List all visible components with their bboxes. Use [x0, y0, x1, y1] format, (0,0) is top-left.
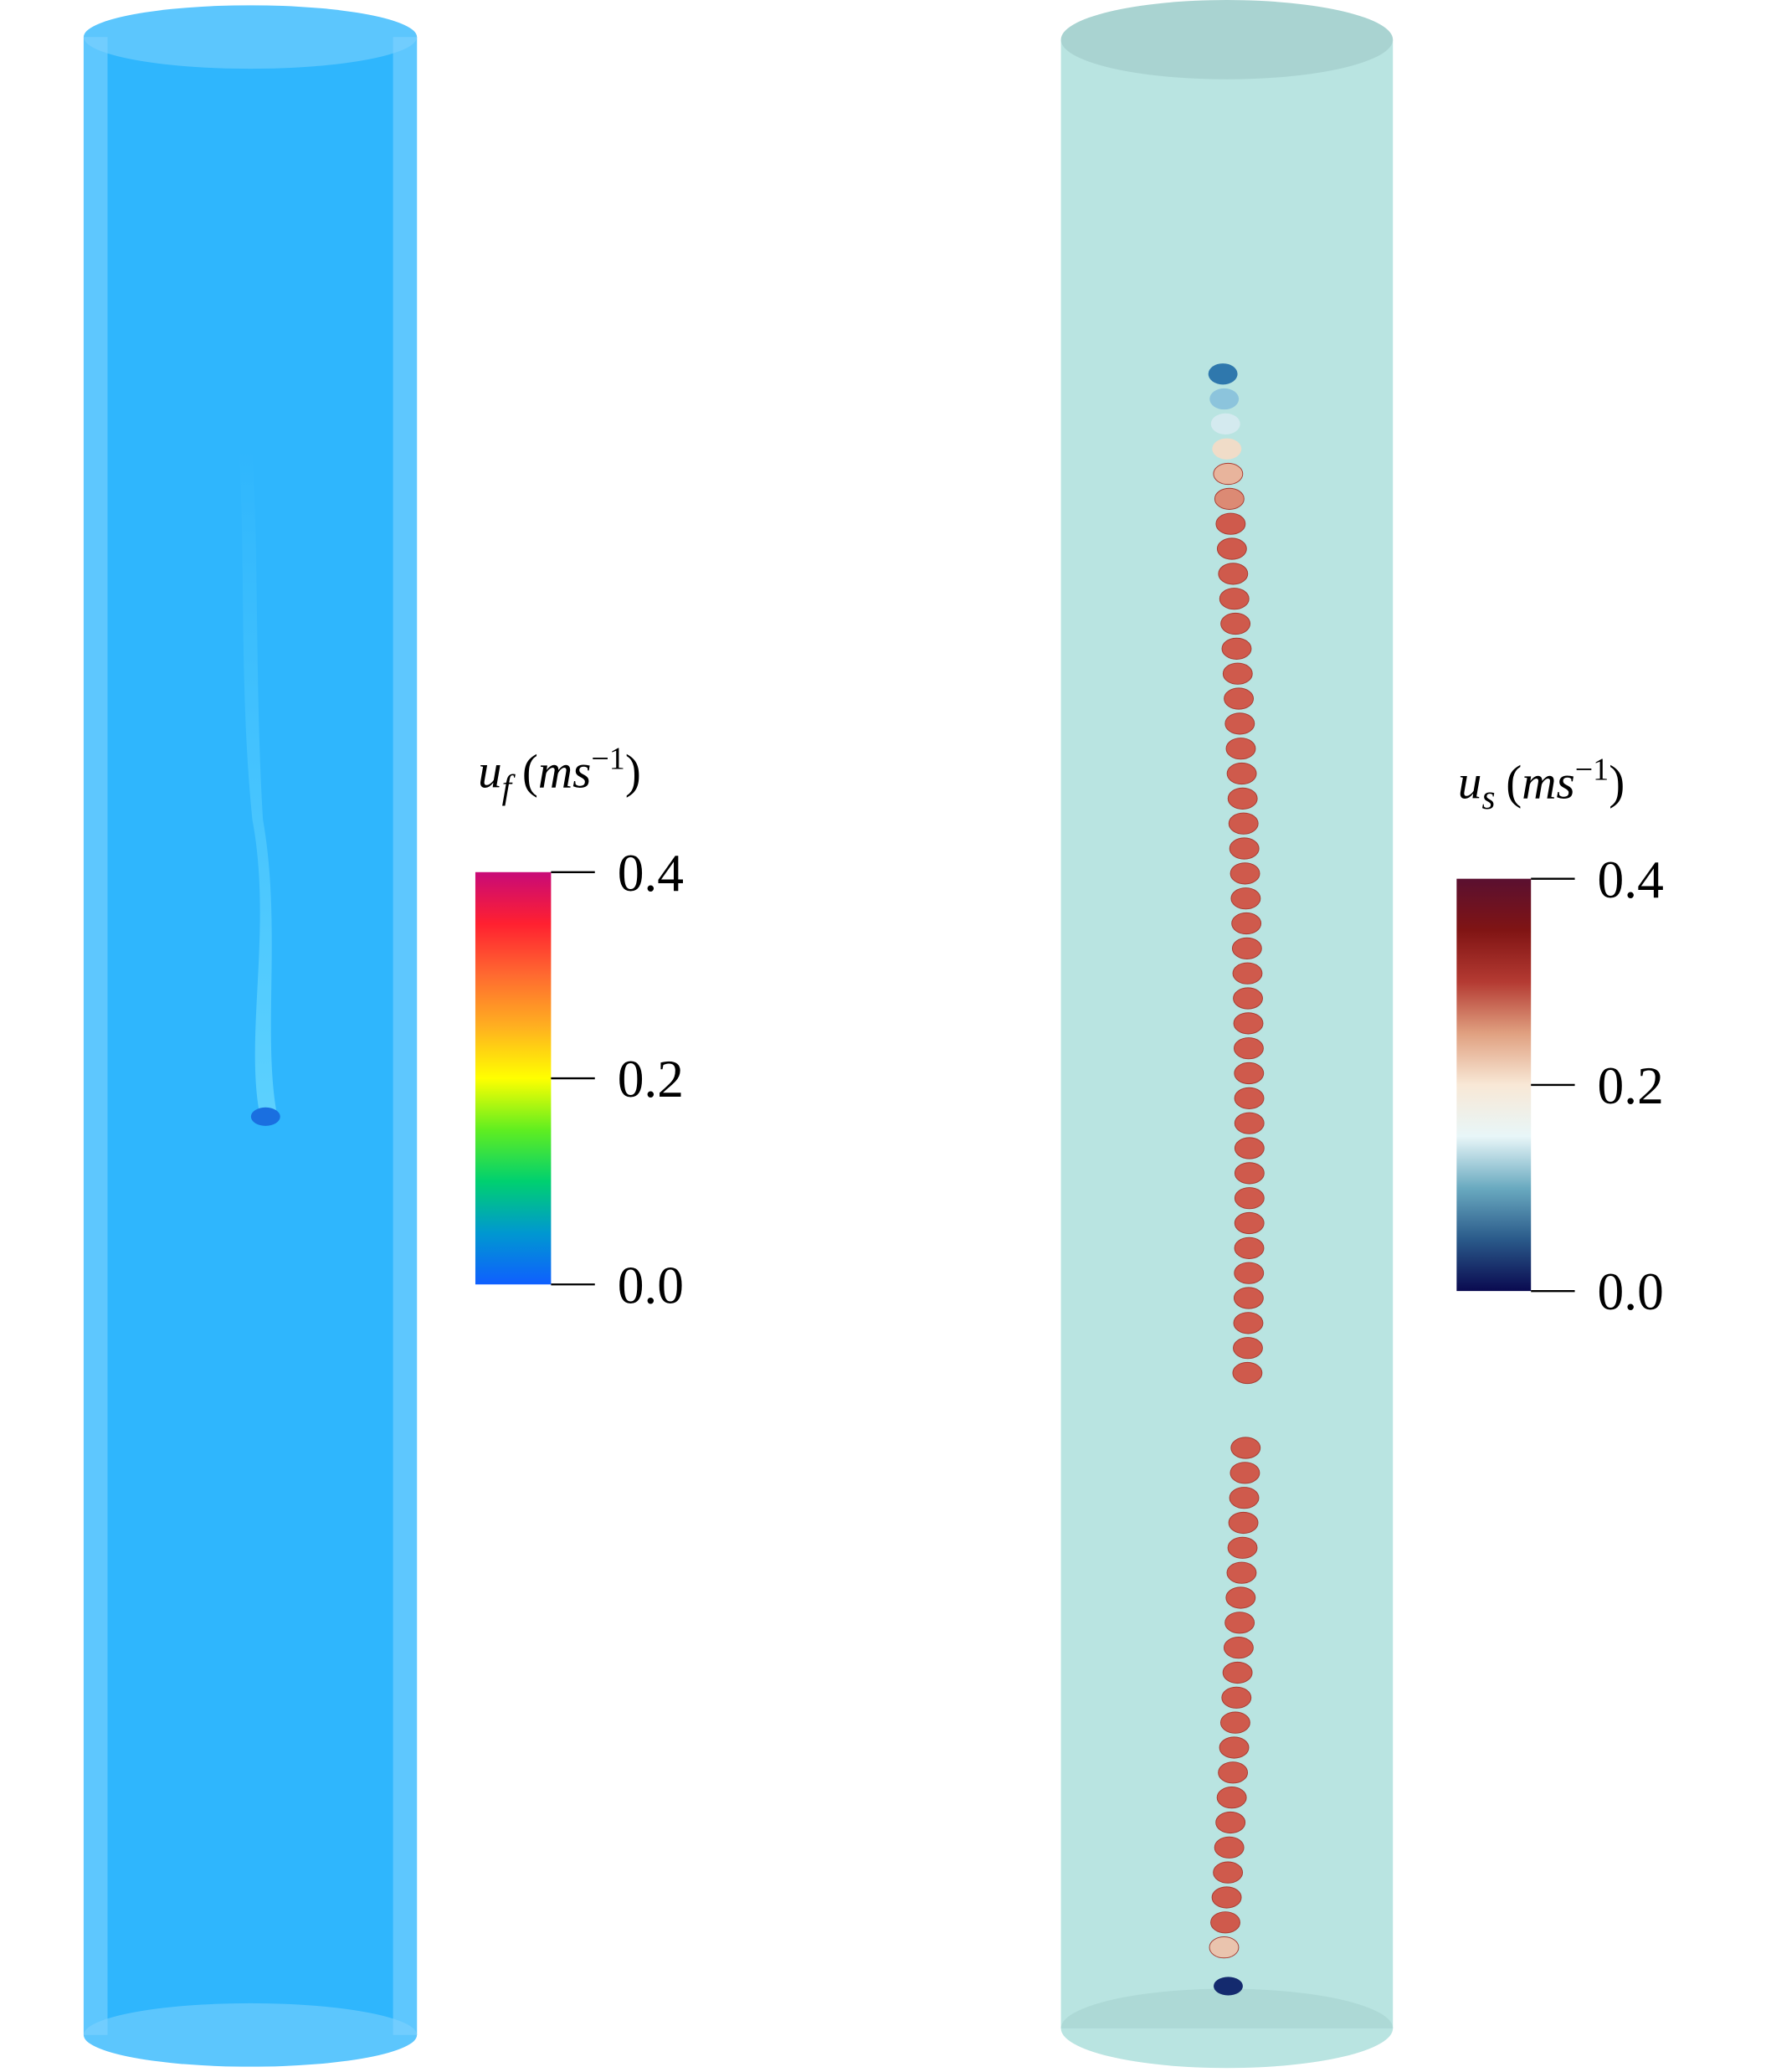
- particle: [1234, 1087, 1265, 1109]
- particle: [1225, 738, 1256, 760]
- particle: [1233, 1012, 1264, 1035]
- colorbar-title: uf (ms−1): [478, 742, 641, 806]
- particle: [1215, 512, 1246, 535]
- colorbar-title-part: u: [478, 746, 502, 799]
- particle: [1222, 1661, 1253, 1684]
- particle: [1228, 1511, 1259, 1535]
- particle: [1234, 1211, 1265, 1235]
- particle: [1214, 487, 1245, 510]
- colorbar-title-part: (: [522, 746, 538, 799]
- particle: [1222, 662, 1253, 685]
- particle: [1228, 812, 1259, 835]
- particle: [1212, 438, 1242, 460]
- particle: [1231, 937, 1262, 959]
- colorbar-title-part: u: [1458, 757, 1482, 810]
- particle: [1218, 563, 1249, 585]
- particle: [1234, 1162, 1265, 1185]
- colorbar-title-part: s: [1481, 778, 1495, 816]
- particle: [1209, 1936, 1240, 1959]
- particle: [1227, 787, 1258, 810]
- particle: [1219, 1736, 1250, 1759]
- colorbar-title-part: −1: [591, 742, 625, 777]
- particle: [1230, 862, 1260, 885]
- particle: [1230, 1462, 1260, 1484]
- particle: [1226, 1561, 1257, 1584]
- colorbar-title-part: ): [625, 746, 641, 799]
- particle: [1231, 912, 1262, 935]
- particle: [1211, 1886, 1242, 1909]
- particle: [1225, 1586, 1256, 1609]
- particle: [1213, 1861, 1244, 1884]
- colorbar-title-part: (: [1506, 757, 1522, 810]
- particle: [1234, 1262, 1265, 1284]
- particle: [1214, 1977, 1243, 1996]
- particle: [1233, 1312, 1264, 1334]
- colorbar: [1456, 878, 1532, 1292]
- particle: [1233, 1287, 1264, 1309]
- particle: [1221, 1686, 1252, 1709]
- colorbar-tick-label: 0.4: [618, 844, 684, 902]
- particle: [1223, 1637, 1254, 1659]
- particle: [1233, 1337, 1263, 1360]
- colorbar-title-part: f: [502, 767, 516, 805]
- particle: [1214, 1836, 1245, 1859]
- particle: [1220, 612, 1251, 635]
- particle: [1234, 1112, 1265, 1134]
- particle: [1234, 1062, 1265, 1085]
- colorbar-tick-label: 0.0: [1598, 1262, 1664, 1321]
- particle: [1210, 1911, 1240, 1934]
- particle: [1219, 588, 1250, 610]
- particle: [1213, 462, 1244, 486]
- particle: [1220, 1711, 1250, 1734]
- particle: [1233, 987, 1263, 1010]
- colorbar-title: us (ms−1): [1458, 752, 1625, 816]
- colorbar-title-part: ms: [538, 746, 591, 799]
- colorbar-tick-label: 0.4: [1598, 851, 1664, 909]
- colorbar: [475, 871, 552, 1285]
- particle: [1216, 1787, 1247, 1809]
- particle: [1224, 1612, 1255, 1634]
- particle: [1234, 1237, 1265, 1259]
- particle: [1234, 1187, 1265, 1210]
- particle: [1234, 1137, 1265, 1159]
- particle: [1229, 837, 1260, 860]
- colorbar-tick-label: 0.0: [618, 1256, 684, 1314]
- particle: [1209, 388, 1240, 410]
- particle: [1226, 762, 1257, 785]
- colorbar-tick-label: 0.2: [1598, 1057, 1664, 1115]
- colorbar-title-part: ): [1609, 757, 1625, 810]
- particle: [1234, 1037, 1264, 1060]
- particle: [1230, 1437, 1261, 1459]
- particle: [1227, 1536, 1258, 1559]
- particle: [1224, 712, 1255, 735]
- colorbar-title-part: −1: [1575, 752, 1609, 787]
- particle: [1216, 537, 1247, 560]
- particle: [1230, 887, 1261, 910]
- particle: [1221, 637, 1252, 660]
- particle: [1229, 1487, 1260, 1509]
- colorbar-title-part: ms: [1522, 757, 1574, 810]
- solid-cylinder: [1060, 0, 1394, 2069]
- colorbar-tick-label: 0.2: [618, 1050, 684, 1108]
- particle: [1208, 363, 1238, 385]
- particle: [1232, 1361, 1263, 1385]
- particle: [1232, 962, 1263, 985]
- particle: [1218, 1761, 1249, 1784]
- particle: [1224, 687, 1254, 710]
- particle: [1210, 413, 1240, 434]
- particle: [1215, 1811, 1246, 1834]
- fluid-cylinder: [83, 5, 418, 2067]
